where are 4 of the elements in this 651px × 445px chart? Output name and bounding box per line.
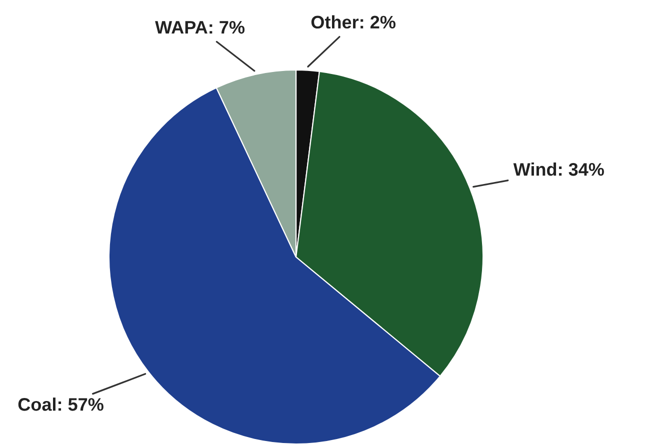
slice-label: Wind: 34% (513, 162, 604, 176)
slice-label: Other: 2% (311, 15, 396, 29)
slice-label: Coal: 57% (18, 398, 104, 411)
slice-label: WAPA: 7% (155, 20, 245, 34)
